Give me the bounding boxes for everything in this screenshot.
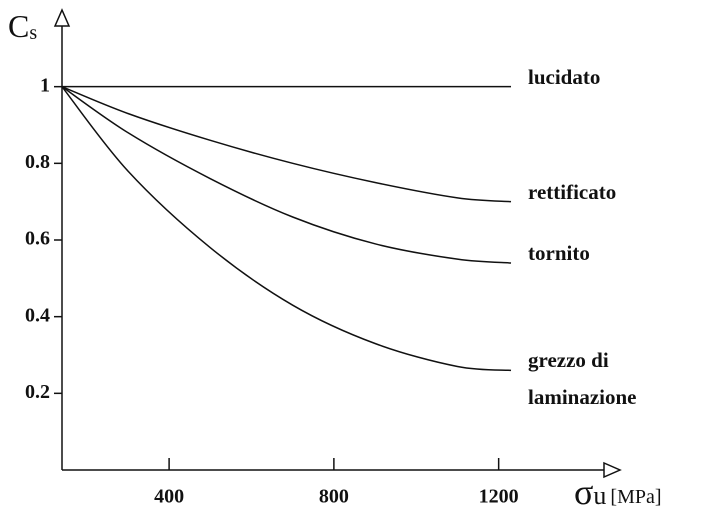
y-tick-label: 0.4 bbox=[25, 304, 50, 326]
series-line bbox=[61, 86, 512, 264]
x-axis-arrow bbox=[603, 461, 622, 479]
y-axis-label: Cs bbox=[8, 8, 37, 44]
x-axis-label: σu [MPa] bbox=[574, 472, 662, 512]
x-label-symbol: σ bbox=[574, 472, 593, 512]
x-tick-label: 1200 bbox=[479, 486, 519, 508]
x-tick-label: 800 bbox=[319, 486, 349, 508]
series-line bbox=[61, 86, 512, 372]
y-tick-label: 0.8 bbox=[25, 151, 50, 173]
y-tick-label: 0.2 bbox=[25, 381, 50, 403]
series-label: grezzo di laminazione bbox=[528, 348, 637, 410]
y-tick-label: 1 bbox=[40, 74, 50, 96]
x-label-unit: [MPa] bbox=[610, 486, 661, 508]
y-tick-label: 0.6 bbox=[25, 228, 50, 250]
y-label-sub: s bbox=[29, 22, 37, 44]
series-label: tornito bbox=[528, 241, 590, 265]
x-label-sub: u bbox=[593, 481, 606, 510]
series-line bbox=[61, 85, 512, 203]
series-label: lucidato bbox=[528, 64, 601, 89]
series-label: rettificato bbox=[528, 179, 617, 204]
x-tick-label: 400 bbox=[154, 486, 184, 508]
y-axis-arrow bbox=[53, 8, 71, 27]
y-label-main: C bbox=[8, 8, 29, 44]
